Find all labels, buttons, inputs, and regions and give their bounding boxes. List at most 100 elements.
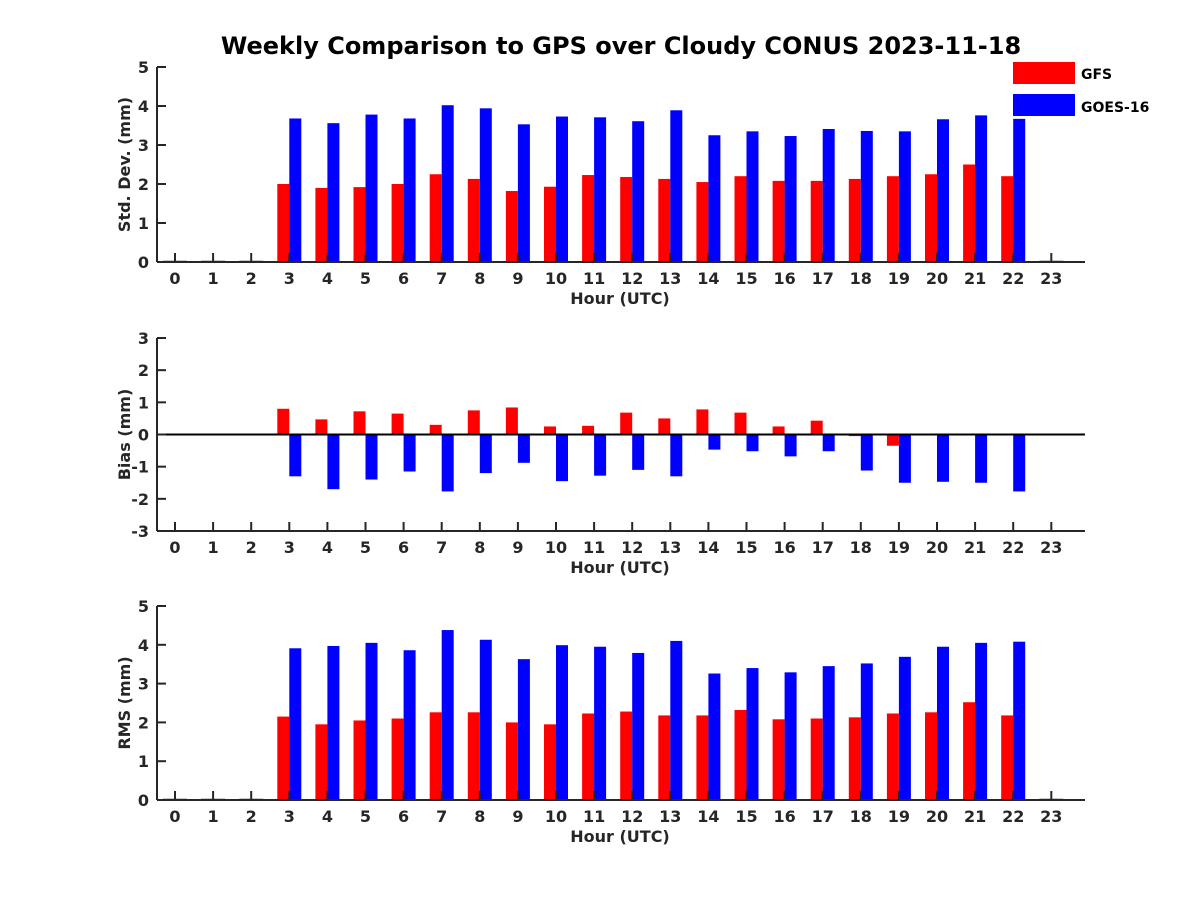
bar-goes-16-hour-8	[479, 108, 492, 262]
x-tick-label: 2	[246, 538, 257, 557]
bar-gfs-hour-11	[582, 713, 595, 800]
x-tick-label: 11	[583, 807, 605, 826]
x-tick-label: 7	[436, 807, 447, 826]
x-tick-label: 6	[398, 807, 409, 826]
bar-goes-16-hour-7	[441, 434, 454, 492]
x-tick-label: 3	[284, 538, 295, 557]
bar-goes-16-hour-14	[708, 673, 721, 800]
bar-goes-16-hour-9	[517, 434, 530, 463]
bar-gfs-hour-12	[620, 711, 633, 800]
x-tick-label: 23	[1040, 807, 1062, 826]
bar-gfs-hour-16	[772, 180, 785, 262]
bar-gfs-hour-4	[315, 724, 328, 800]
bar-gfs-hour-8	[467, 712, 480, 800]
x-tick-label: 12	[621, 538, 643, 557]
bar-gfs-hour-19	[886, 176, 899, 262]
bar-gfs-hour-20	[925, 712, 937, 800]
bar-gfs-hour-14	[696, 182, 709, 262]
x-tick-label: 23	[1040, 538, 1062, 557]
legend-label-goes-16: GOES-16	[1081, 100, 1149, 116]
y-tick-label: 3	[138, 329, 149, 348]
x-tick-label: 22	[1002, 538, 1024, 557]
bar-gfs-hour-12	[620, 412, 633, 435]
bar-gfs-hour-16	[772, 426, 785, 435]
bar-gfs-hour-7	[429, 712, 442, 800]
bar-goes-16-hour-19	[898, 434, 911, 483]
bar-goes-16-hour-12	[632, 121, 645, 263]
bar-goes-16-hour-12	[632, 434, 645, 470]
x-tick-label: 1	[208, 269, 219, 288]
x-axis-label: Hour (UTC)	[570, 289, 670, 308]
x-tick-label: 17	[812, 538, 834, 557]
bar-gfs-hour-5	[353, 187, 366, 262]
x-tick-label: 7	[436, 538, 447, 557]
bar-goes-16-hour-8	[479, 639, 492, 800]
y-tick-label: 2	[138, 361, 149, 380]
bar-goes-16-hour-7	[441, 105, 454, 262]
bar-gfs-hour-8	[467, 410, 480, 435]
bar-goes-16-hour-16	[784, 136, 797, 262]
y-tick-label: 4	[138, 97, 149, 116]
legend-swatch-goes-16	[1013, 94, 1075, 116]
bar-goes-16-hour-14	[708, 135, 721, 262]
bar-goes-16-hour-15	[746, 131, 759, 262]
bar-gfs-hour-18	[848, 178, 861, 262]
bar-gfs-hour-7	[429, 424, 442, 435]
bar-gfs-hour-10	[544, 186, 556, 262]
bar-gfs-hour-19	[886, 713, 899, 800]
x-tick-label: 9	[512, 269, 523, 288]
bar-goes-16-hour-5	[365, 642, 378, 800]
bar-goes-16-hour-7	[441, 630, 454, 800]
bar-goes-16-hour-18	[860, 663, 873, 800]
x-tick-label: 15	[735, 269, 757, 288]
bar-goes-16-hour-11	[594, 117, 607, 262]
y-tick-label: 1	[138, 393, 149, 412]
bar-gfs-hour-7	[429, 174, 442, 262]
bar-goes-16-hour-21	[975, 434, 988, 483]
bar-goes-16-hour-10	[556, 645, 568, 800]
bar-goes-16-hour-16	[784, 672, 797, 800]
bar-goes-16-hour-16	[784, 434, 797, 457]
x-tick-label: 9	[512, 538, 523, 557]
bar-gfs-hour-6	[391, 413, 404, 435]
bar-gfs-hour-8	[467, 178, 480, 262]
bar-gfs-hour-10	[544, 724, 556, 800]
x-tick-label: 5	[360, 807, 371, 826]
x-tick-label: 21	[964, 538, 986, 557]
bar-goes-16-hour-3	[289, 648, 302, 800]
bar-gfs-hour-16	[772, 719, 785, 800]
bar-goes-16-hour-12	[632, 652, 645, 800]
x-tick-label: 16	[773, 807, 795, 826]
bar-gfs-hour-18	[848, 717, 861, 800]
bar-goes-16-hour-19	[898, 656, 911, 800]
x-tick-label: 5	[360, 269, 371, 288]
bar-goes-16-hour-11	[594, 646, 607, 800]
bar-goes-16-hour-22	[1013, 118, 1026, 263]
y-tick-label: 4	[138, 636, 149, 655]
x-tick-label: 13	[659, 807, 681, 826]
bar-gfs-hour-22	[1001, 715, 1014, 800]
x-tick-label: 4	[322, 269, 333, 288]
bar-goes-16-hour-6	[403, 650, 416, 800]
bar-goes-16-hour-20	[937, 434, 949, 482]
bar-goes-16-hour-5	[365, 434, 378, 480]
y-tick-label: 5	[138, 58, 149, 77]
y-tick-label: -2	[131, 490, 149, 509]
x-tick-label: 10	[545, 807, 567, 826]
x-tick-label: 2	[246, 269, 257, 288]
x-tick-label: 22	[1002, 269, 1024, 288]
bar-gfs-hour-22	[1001, 176, 1014, 262]
x-tick-label: 10	[545, 538, 567, 557]
x-tick-label: 0	[169, 269, 180, 288]
legend-label-gfs: GFS	[1081, 67, 1112, 83]
bar-gfs-hour-15	[734, 412, 747, 435]
x-tick-label: 10	[545, 269, 567, 288]
bar-goes-16-hour-4	[327, 645, 340, 800]
y-tick-label: 3	[138, 675, 149, 694]
bar-goes-16-hour-20	[937, 646, 949, 800]
bar-goes-16-hour-4	[327, 434, 340, 490]
y-tick-label: 3	[138, 136, 149, 155]
bar-goes-16-hour-4	[327, 123, 340, 262]
bar-gfs-hour-5	[353, 411, 366, 435]
